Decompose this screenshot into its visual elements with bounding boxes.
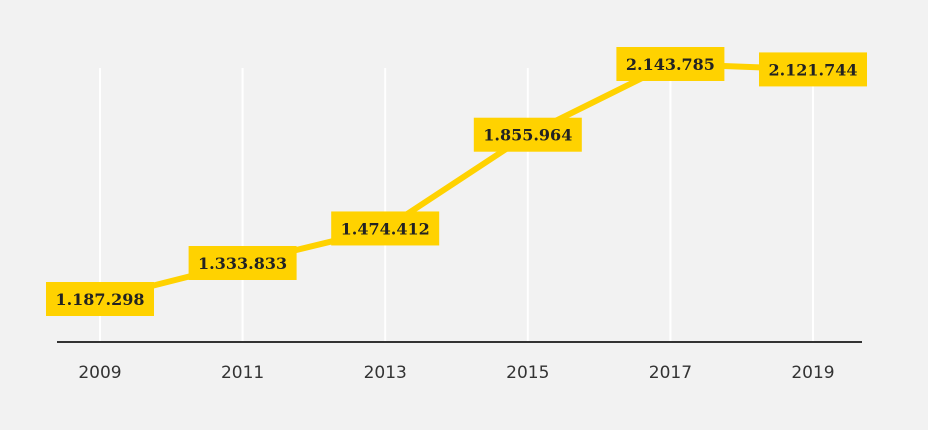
x-tick-labels: 2009 2011 2013 2015 2017 2019	[78, 363, 834, 383]
data-label-text: 2.143.785	[626, 55, 715, 74]
data-label-box	[331, 211, 440, 246]
data-label-text: 1.855.964	[483, 126, 572, 145]
data-label-text: 1.474.412	[341, 219, 430, 238]
data-label-box	[616, 47, 725, 81]
x-tick-label: 2009	[78, 363, 121, 383]
data-label-box	[473, 117, 582, 152]
x-tick-label: 2019	[791, 363, 834, 383]
data-label-box	[759, 52, 867, 87]
data-label: 1.187.298	[46, 282, 154, 316]
data-label-text: 1.333.833	[198, 254, 287, 273]
x-tick-label: 2017	[649, 363, 692, 383]
data-labels: 1.187.298 1.333.833 1.474.412 1.855.964 2.14…	[46, 47, 867, 316]
x-tick-label: 2011	[221, 363, 264, 383]
data-label: 2.121.744	[759, 52, 867, 87]
x-tick-label: 2013	[364, 363, 407, 383]
data-label-text: 1.187.298	[55, 290, 144, 309]
gridlines	[99, 68, 814, 342]
data-label: 1.333.833	[188, 245, 297, 280]
data-label-text: 2.121.744	[768, 60, 857, 79]
data-label: 2.143.785	[616, 47, 725, 81]
data-label: 1.855.964	[473, 117, 582, 152]
data-label: 1.474.412	[331, 211, 440, 246]
data-label-box	[188, 245, 297, 280]
x-tick-label: 2015	[506, 363, 549, 383]
data-label-box	[46, 282, 154, 316]
